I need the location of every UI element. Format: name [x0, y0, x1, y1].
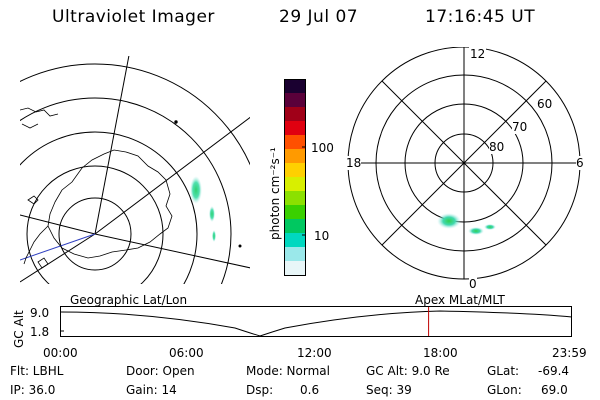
door-info: Door: Open — [126, 364, 195, 378]
colorbar-band — [284, 261, 306, 276]
colorbar-tick-10: 10 — [314, 229, 330, 243]
lon-line — [20, 233, 96, 283]
timeline-xtick-0600: 06:00 — [169, 346, 204, 360]
lon-line — [20, 214, 96, 235]
timeline-ytick-max: 9.0 — [30, 306, 50, 320]
aurora-emission — [190, 176, 202, 204]
time-label: 17:16:45 UT — [425, 7, 536, 27]
mlt-polar-plot — [347, 47, 581, 280]
lat-circle — [20, 63, 250, 166]
colorbar-band — [284, 149, 306, 164]
colorbar-band — [284, 79, 306, 94]
site-marker — [238, 244, 242, 248]
aurora-emission — [212, 230, 216, 242]
colorbar-band — [284, 247, 306, 262]
coastline-south-america — [20, 107, 59, 129]
timeline-xtick-1800: 18:00 — [423, 346, 458, 360]
colorbar-band — [284, 93, 306, 108]
gc-alt-info: GC Alt: 9.0 Re — [366, 364, 450, 378]
colorbar-tick-100: 100 — [311, 141, 334, 155]
mlat-label-70: 70 — [512, 120, 528, 134]
altitude-timeline — [60, 306, 573, 337]
dsp-value: 0.6 — [300, 383, 320, 397]
colorbar-band — [284, 191, 306, 206]
glat-value: -69.4 — [538, 364, 570, 378]
glon-value: 69.0 — [541, 383, 568, 397]
colorbar-unit-label: photon cm⁻²s⁻¹ — [268, 147, 282, 240]
timeline-ytick-min: 1.8 — [30, 325, 50, 339]
lon-line — [94, 116, 250, 235]
colorbar-frame — [284, 79, 306, 276]
altitude-curve — [60, 310, 573, 337]
glat-label: GLat: — [487, 364, 520, 378]
geographic-map — [20, 56, 250, 284]
lat-circle — [20, 131, 198, 284]
colorbar-band — [284, 163, 306, 178]
gain-info: Gain: 14 — [126, 383, 177, 397]
aurora-emission — [484, 224, 496, 230]
timeline-frame — [60, 306, 572, 337]
aurora-emission — [468, 227, 484, 235]
lat-circle — [20, 97, 232, 284]
mlt-line-diag — [381, 80, 547, 246]
timeline-xtick-1200: 12:00 — [297, 346, 332, 360]
colorbar-band — [284, 219, 306, 234]
coastline-islands — [27, 195, 49, 269]
colorbar-band — [284, 121, 306, 136]
timeline-xtick-0000: 00:00 — [43, 346, 78, 360]
lon-line — [94, 233, 250, 269]
lon-line-highlight — [20, 233, 96, 261]
date-label: 29 Jul 07 — [279, 7, 359, 27]
aurora-emission — [209, 206, 215, 222]
filter-info: Flt: LBHL — [10, 364, 64, 378]
apex-panel-label: Apex MLat/MLT — [415, 293, 505, 307]
mlt-label-18: 18 — [346, 156, 362, 170]
mlat-label-80: 80 — [489, 140, 505, 154]
colorbar-band — [284, 135, 306, 150]
colorbar-band — [284, 177, 306, 192]
mlt-label-6: 6 — [576, 156, 584, 170]
colorbar-band — [284, 205, 306, 220]
seq-info: Seq: 39 — [366, 383, 412, 397]
timeline-ylabel: GC Alt — [12, 310, 26, 348]
timeline-xtick-2359: 23:59 — [552, 346, 587, 360]
lat-circle — [58, 197, 132, 271]
dsp-label: Dsp: — [246, 383, 274, 397]
colorbar — [284, 79, 306, 276]
mlat-label-60: 60 — [537, 97, 553, 111]
colorbar-band — [284, 233, 306, 248]
colorbar-band — [284, 107, 306, 122]
coastline-peninsula — [23, 225, 49, 265]
lat-circle — [26, 165, 164, 284]
geographic-panel-label: Geographic Lat/Lon — [70, 293, 188, 307]
mode-info: Mode: Normal — [246, 364, 330, 378]
coastline — [47, 149, 173, 259]
mlt-label-12: 12 — [469, 47, 487, 61]
app-title: Ultraviolet Imager — [52, 7, 215, 27]
site-marker — [174, 120, 178, 124]
glon-label: GLon: — [487, 383, 522, 397]
ip-info: IP: 36.0 — [10, 383, 56, 397]
mlt-label-0: 0 — [469, 277, 477, 291]
lon-line — [94, 56, 130, 235]
aurora-emission — [437, 213, 461, 229]
